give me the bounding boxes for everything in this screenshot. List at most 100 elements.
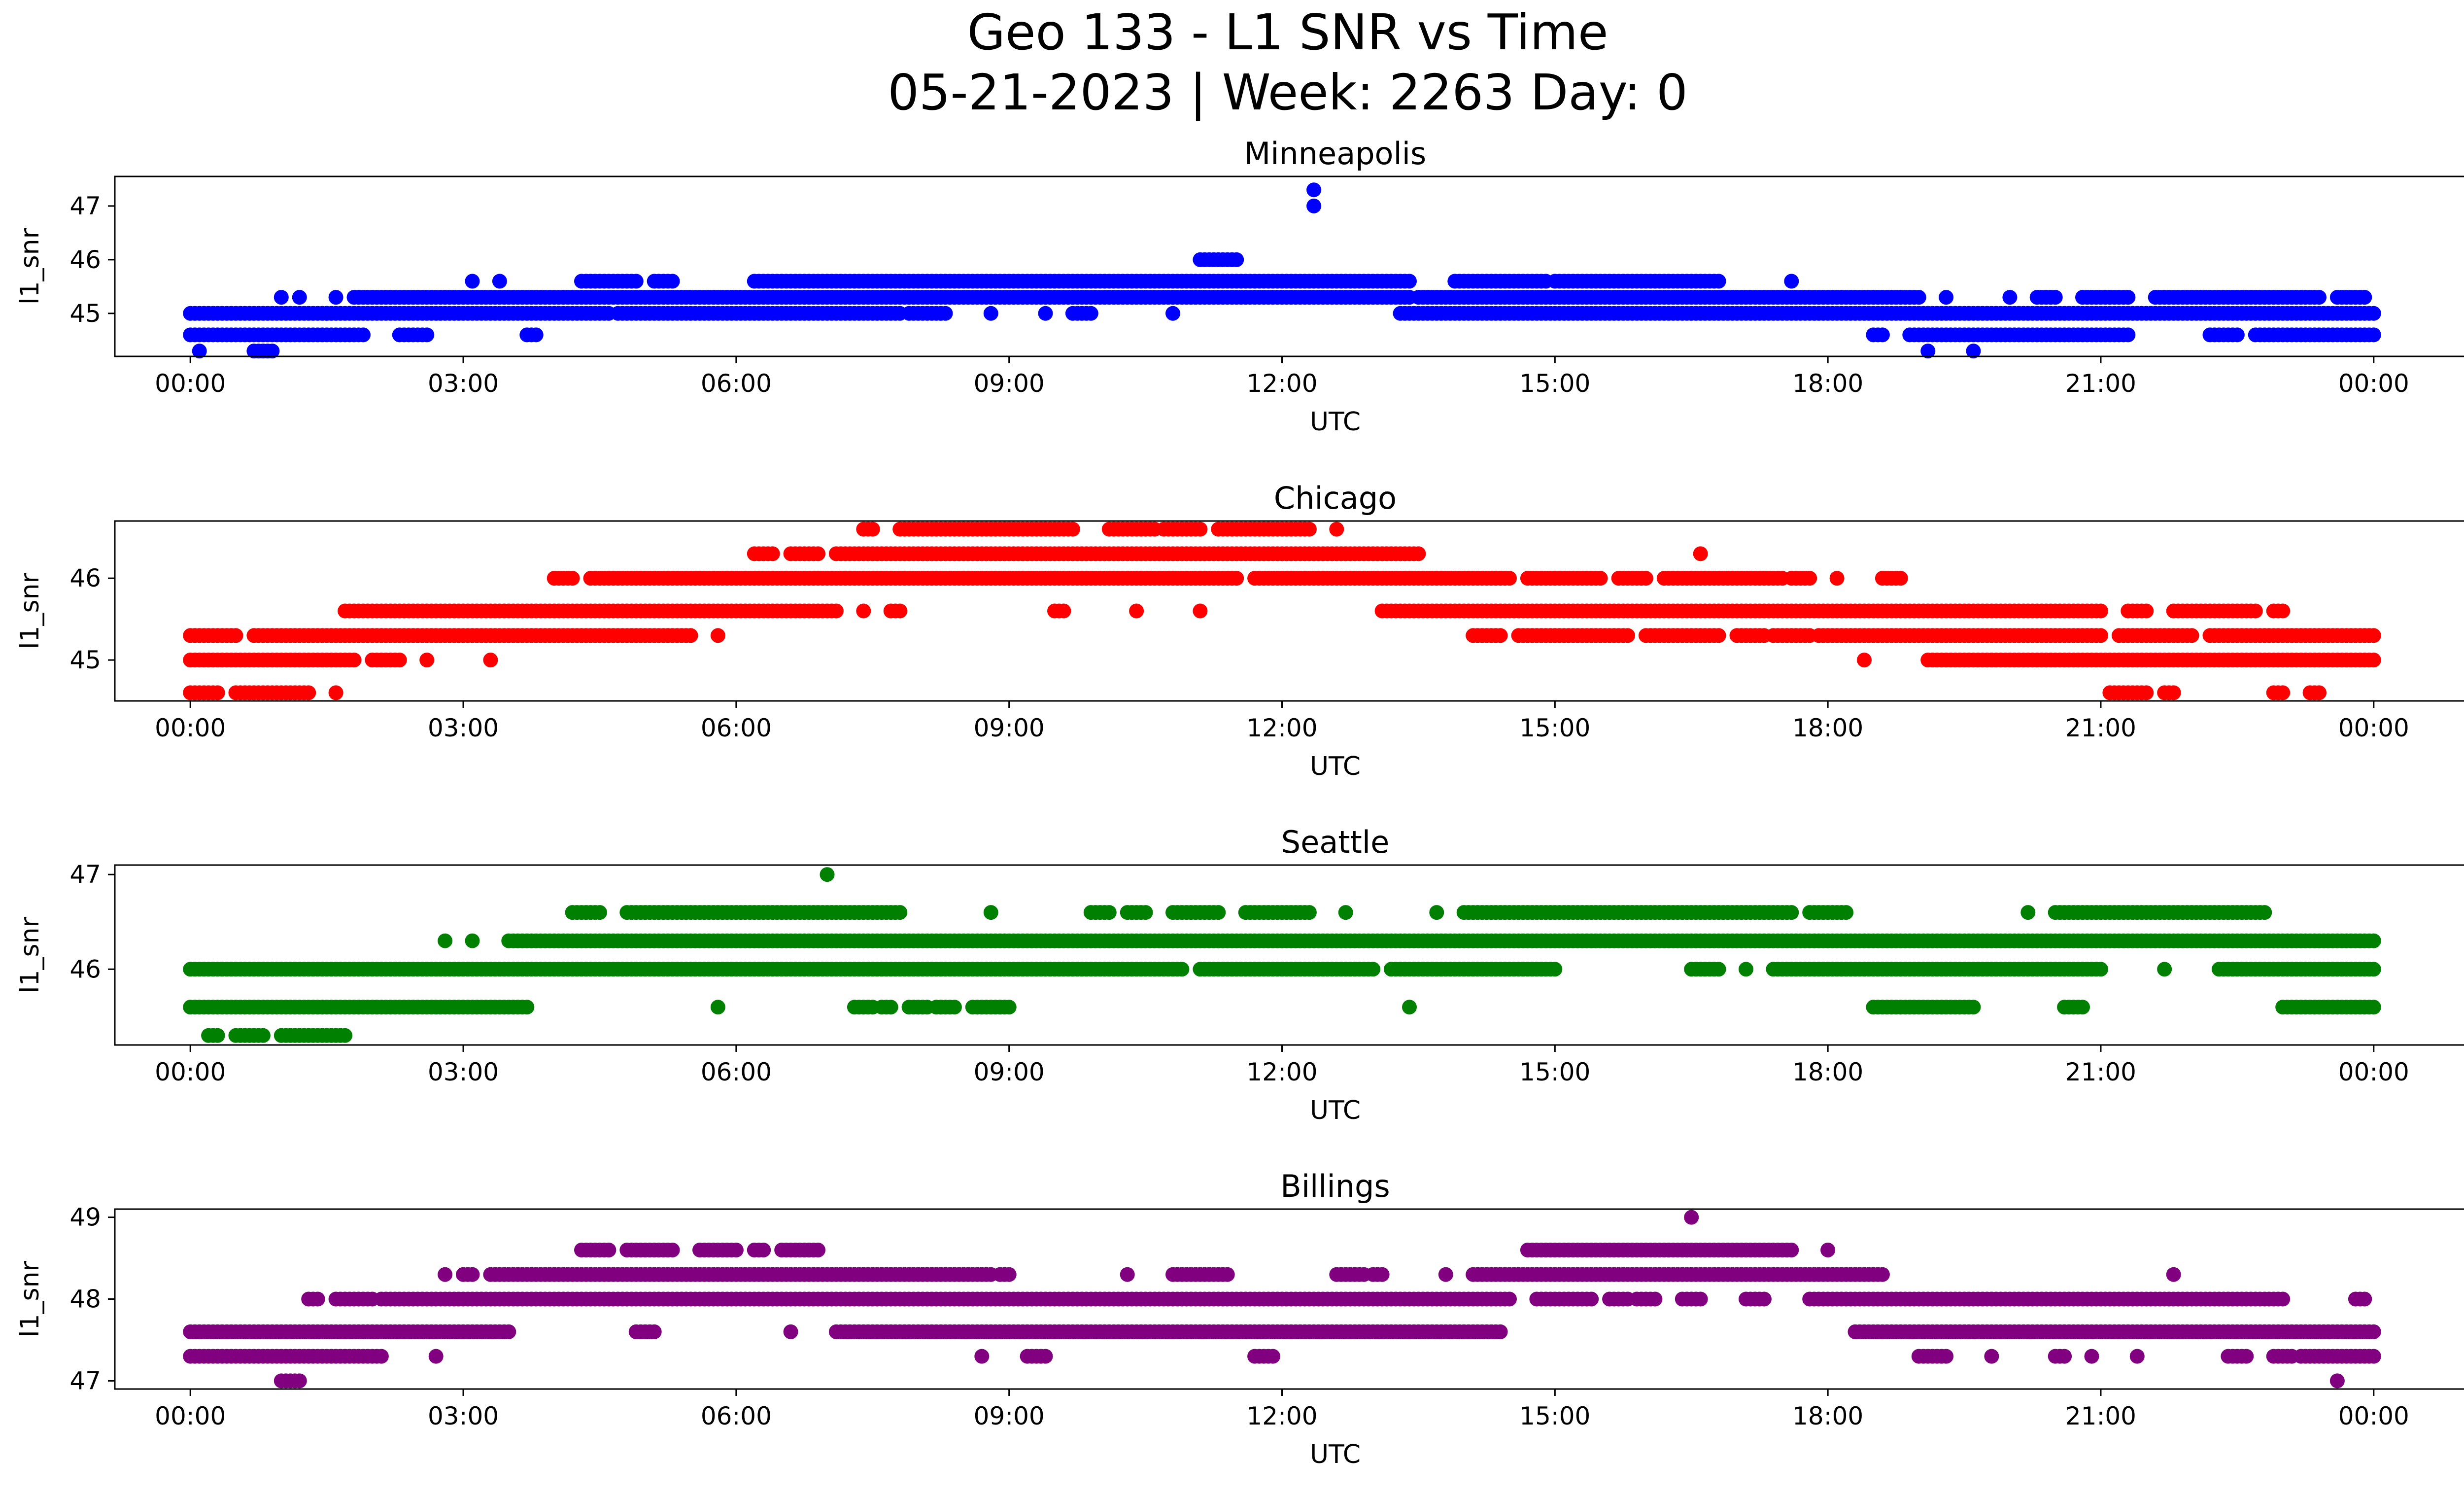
data-point: [1966, 1000, 1981, 1015]
data-point: [2048, 290, 2063, 305]
data-point: [2084, 1349, 2099, 1364]
data-point: [2129, 1349, 2145, 1364]
data-point: [492, 274, 507, 289]
data-point: [1438, 1267, 1453, 1282]
data-point: [1165, 306, 1180, 321]
data-point: [2248, 603, 2263, 619]
data-point: [983, 306, 998, 321]
data-point: [1756, 1291, 1772, 1307]
data-point: [828, 603, 844, 619]
axes-frame: [114, 175, 2464, 357]
x-tick-label: 00:00: [2338, 714, 2409, 742]
data-point: [2366, 962, 2381, 977]
data-point: [1402, 1000, 1417, 1015]
data-point: [856, 603, 871, 619]
data-point: [1784, 274, 1799, 289]
data-point: [1402, 274, 1417, 289]
data-point: [1784, 1243, 1799, 1257]
data-point: [274, 290, 289, 305]
data-point: [1875, 327, 1890, 343]
x-tick-label: 15:00: [1519, 369, 1590, 398]
data-point: [865, 522, 880, 537]
y-tick-label: 47: [69, 192, 101, 220]
data-point: [783, 1324, 798, 1339]
data-point: [756, 1243, 771, 1257]
data-point: [710, 628, 725, 643]
data-point: [1001, 1267, 1017, 1282]
x-tick-label: 15:00: [1519, 714, 1590, 742]
data-point: [2357, 1291, 2372, 1307]
axes-frame: [114, 520, 2464, 702]
axes-frame: [114, 864, 2464, 1046]
data-point: [2057, 1349, 2072, 1364]
data-point: [1065, 522, 1080, 537]
data-point: [438, 1267, 453, 1282]
data-point: [1920, 344, 1936, 359]
data-point: [665, 274, 680, 289]
data-point: [2093, 962, 2108, 977]
y-axis-label: l1_snr: [15, 916, 45, 993]
data-point: [1684, 1210, 1699, 1225]
data-point: [2366, 653, 2381, 667]
data-point: [1839, 905, 1854, 920]
data-point: [728, 1243, 744, 1257]
data-point: [1083, 306, 1098, 321]
data-point: [392, 653, 407, 667]
x-tick-label: 12:00: [1246, 369, 1317, 398]
data-point: [465, 933, 480, 948]
data-point: [228, 628, 243, 643]
data-point: [1493, 1324, 1508, 1339]
x-tick-label: 12:00: [1246, 714, 1317, 742]
data-point: [2366, 306, 2381, 321]
data-point: [628, 274, 644, 289]
x-tick-label: 21:00: [2065, 1058, 2136, 1086]
data-point: [2357, 290, 2372, 305]
data-point: [2312, 685, 2327, 700]
x-axis-label: UTC: [1310, 1096, 1361, 1125]
data-point: [892, 603, 908, 619]
data-point: [2366, 933, 2381, 948]
y-axis-label: l1_snr: [15, 1260, 45, 1337]
data-point: [2257, 905, 2272, 920]
panel-title: Seattle: [1281, 824, 1389, 860]
data-point: [2139, 685, 2154, 700]
data-point: [1939, 1349, 1954, 1364]
data-point: [1547, 962, 1563, 977]
x-axis-label: UTC: [1310, 1440, 1361, 1469]
y-tick-label: 48: [69, 1285, 101, 1314]
data-point: [2366, 1349, 2381, 1364]
data-point: [1338, 905, 1353, 920]
x-tick-label: 06:00: [701, 1402, 772, 1430]
data-point: [2366, 1324, 2381, 1339]
data-point: [210, 1028, 225, 1043]
data-point: [374, 1349, 389, 1364]
data-point: [1784, 905, 1799, 920]
data-point: [2093, 628, 2108, 643]
data-point: [710, 1000, 725, 1015]
x-tick-label: 03:00: [428, 1058, 499, 1086]
panel-title: Chicago: [1274, 480, 1397, 516]
data-point: [292, 290, 307, 305]
data-point: [501, 1324, 516, 1339]
y-tick-label: 45: [69, 646, 101, 674]
data-point: [1174, 962, 1190, 977]
data-point: [528, 327, 544, 343]
data-point: [346, 653, 362, 667]
data-point: [1911, 290, 1926, 305]
data-point: [1693, 546, 1708, 561]
data-point: [2121, 327, 2136, 343]
data-point: [1101, 905, 1117, 920]
y-tick-label: 46: [69, 245, 101, 274]
data-point: [683, 628, 698, 643]
data-point: [1229, 571, 1244, 586]
data-point: [1739, 962, 1753, 977]
data-point: [2366, 1000, 2381, 1015]
data-point: [2166, 1267, 2181, 1282]
data-point: [1829, 571, 1845, 586]
x-tick-label: 00:00: [155, 369, 226, 398]
data-point: [1638, 571, 1653, 586]
data-point: [1693, 1291, 1708, 1307]
